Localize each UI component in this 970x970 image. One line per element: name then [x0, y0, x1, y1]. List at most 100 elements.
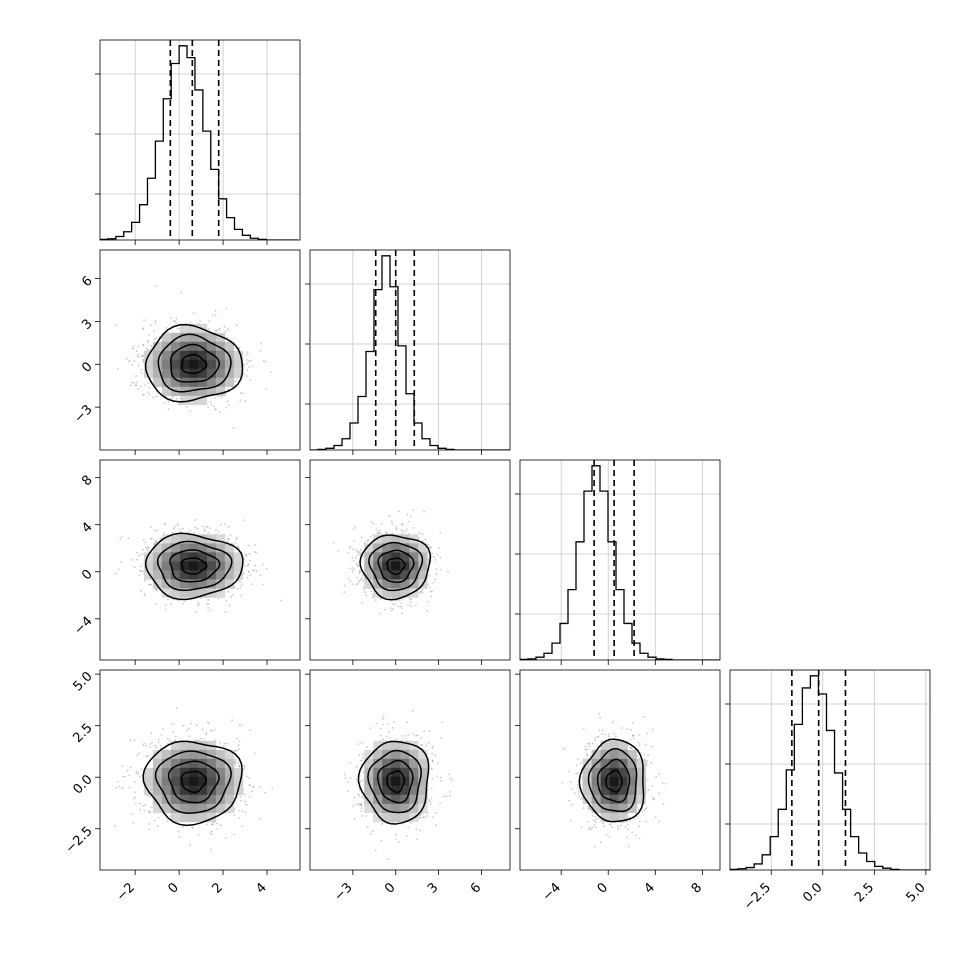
scatter-point	[140, 368, 143, 371]
scatter-point	[251, 365, 254, 368]
density-cell	[197, 350, 208, 361]
scatter-point	[351, 548, 354, 551]
density-cell	[409, 588, 419, 598]
scatter-point	[133, 566, 136, 569]
scatter-point	[395, 833, 398, 836]
x-tick-label: 6	[468, 880, 484, 896]
x-tick-label: 0	[595, 880, 611, 896]
contour-level-3	[359, 534, 432, 601]
scatter-point	[597, 817, 600, 820]
density-cell	[170, 767, 181, 778]
scatter-point	[154, 819, 156, 822]
density-cell	[161, 749, 172, 760]
scatter-point	[196, 527, 198, 530]
scatter-point	[426, 815, 428, 817]
scatter-point	[596, 735, 599, 738]
scatter-point	[236, 587, 239, 590]
density-cell	[215, 341, 226, 352]
scatter-point	[408, 520, 411, 523]
density-cell	[143, 561, 154, 571]
hist-panel-3: −2.5 0.0 2.5 5.0	[725, 669, 931, 913]
density-cell	[582, 767, 592, 778]
scatter-point	[443, 795, 446, 798]
scatter-point	[371, 593, 374, 596]
scatter-point	[439, 556, 442, 559]
scatter-point	[599, 716, 602, 719]
density-cell	[197, 561, 208, 571]
histogram-step-line	[730, 675, 930, 870]
density-cell	[215, 350, 226, 361]
scatter-point	[449, 794, 451, 797]
scatter-point	[143, 579, 146, 582]
x-tick-label: 0.0	[800, 880, 825, 905]
density-cell	[206, 785, 217, 796]
scatter-point	[191, 826, 193, 829]
density-cell	[170, 776, 181, 787]
density-cell	[197, 740, 208, 751]
scatter-point	[421, 533, 424, 535]
x-tick-label: 8	[689, 880, 705, 896]
scatter-point	[261, 583, 264, 586]
scatter-point	[436, 775, 438, 778]
scatter-point	[582, 807, 585, 809]
density-cell	[224, 368, 235, 379]
scatter-point	[620, 727, 623, 729]
density-cell	[391, 588, 401, 598]
scatter-point	[236, 749, 239, 752]
scatter-point	[645, 743, 647, 746]
scatter-point	[248, 552, 251, 555]
scatter-point	[432, 581, 435, 584]
density-cell	[197, 359, 208, 370]
density-cell	[161, 776, 172, 787]
scatter-point	[164, 747, 167, 750]
density-cell	[627, 785, 637, 796]
scatter-point	[646, 732, 648, 735]
density-cell	[364, 570, 374, 580]
scatter-point	[154, 602, 157, 605]
density-cell	[224, 359, 235, 370]
density-cell	[636, 758, 646, 769]
scatter-point	[429, 590, 432, 593]
scatter-point	[135, 375, 138, 377]
density-cell	[224, 561, 235, 571]
contour-level-1	[170, 343, 221, 383]
scatter-point	[386, 723, 389, 726]
scatter-point	[240, 584, 243, 586]
scatter-point	[137, 356, 140, 358]
scatter-point	[355, 778, 358, 781]
density-cell	[188, 534, 199, 544]
scatter-point	[206, 823, 208, 826]
scatter-point	[652, 796, 654, 799]
density-cell	[197, 341, 208, 352]
scatter-point	[248, 795, 251, 798]
scatter-point	[223, 742, 226, 745]
scatter-point	[210, 729, 212, 731]
scatter-point	[638, 825, 640, 828]
scatter-point	[174, 320, 177, 323]
scatter-point	[136, 551, 139, 554]
density-cell	[197, 377, 208, 388]
density-cell	[215, 579, 226, 589]
scatter-point	[166, 598, 169, 601]
scatter-point	[137, 772, 139, 775]
x-tick-label: 5.0	[903, 880, 928, 905]
contour-level-2	[368, 541, 424, 592]
density-cell	[400, 740, 410, 751]
scatter-point	[358, 571, 361, 574]
scatter-point	[168, 739, 171, 742]
scatter-point	[429, 800, 432, 803]
scatter-point	[646, 761, 649, 764]
scatter-point	[238, 724, 241, 726]
scatter-point	[409, 822, 412, 824]
scatter-point	[194, 518, 197, 521]
scatter-point	[404, 530, 407, 533]
scatter-point	[149, 810, 152, 813]
scatter-point	[145, 755, 148, 758]
scatter-point	[179, 528, 182, 531]
scatter-point	[370, 590, 373, 593]
density-cell	[161, 368, 172, 379]
scatter-point	[357, 580, 360, 583]
density-cell	[215, 552, 226, 562]
scatter-point	[175, 707, 178, 710]
scatter-point	[344, 776, 347, 779]
